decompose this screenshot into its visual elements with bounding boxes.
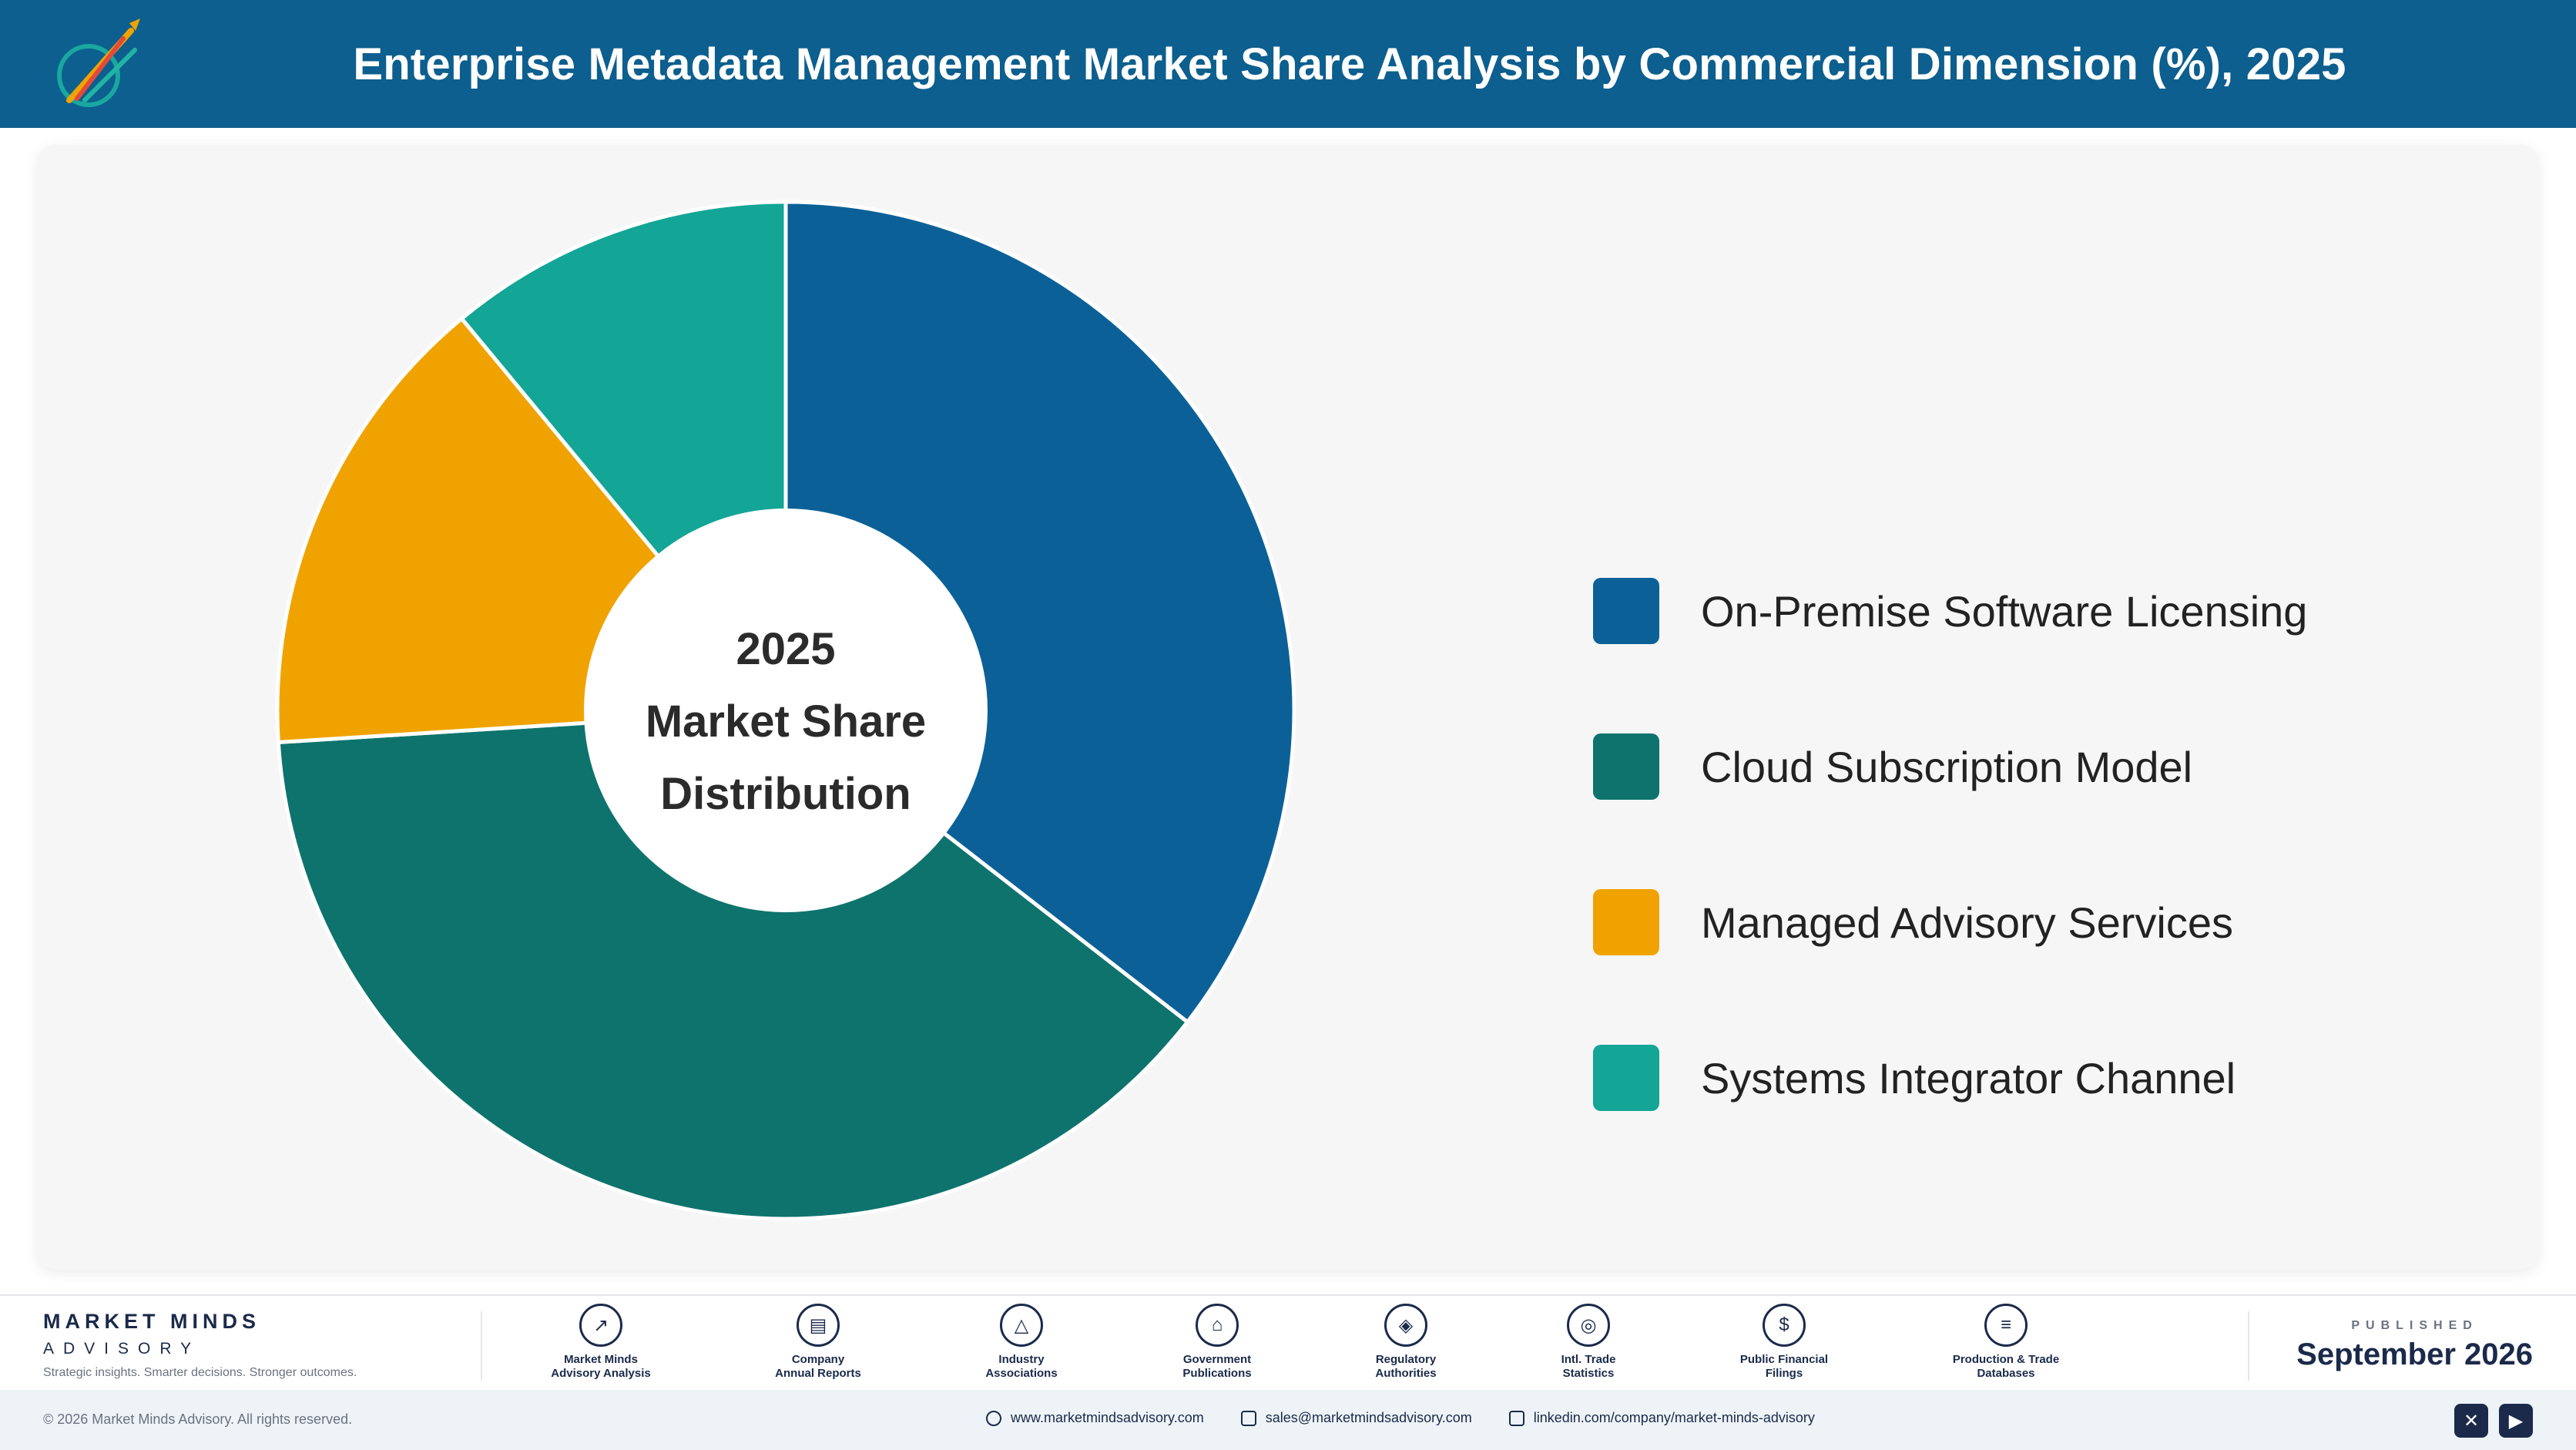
brand-sub: ADVISORY — [43, 1340, 201, 1358]
linkedin-link[interactable]: linkedin.com/company/market-minds-adviso… — [1508, 1410, 1815, 1426]
donut-slice-2 — [276, 708, 1191, 1221]
brand-block: MARKET MINDS ADVISORY Strategic insights… — [43, 1310, 357, 1380]
source-label: Intl. Trade Statistics — [1561, 1353, 1616, 1380]
source-item: ▤ Company Annual Reports — [749, 1304, 887, 1381]
trend-icon: ↗ — [579, 1304, 622, 1347]
center-label-line: 2025 — [736, 624, 835, 674]
legend-item: Managed Advisory Services — [1593, 888, 2233, 957]
government-icon: ⌂ — [1196, 1304, 1239, 1347]
source-label: Government Publications — [1182, 1353, 1252, 1380]
source-label: Industry Associations — [985, 1353, 1058, 1380]
document-icon: ▤ — [797, 1304, 840, 1347]
mail-icon — [1240, 1410, 1256, 1426]
header-bar: Enterprise Metadata Management Market Sh… — [0, 0, 2576, 128]
chart-card: 2025 Market Share Distribution On-Premise … — [37, 145, 2539, 1270]
source-item: ↗ Market Minds Advisory Analysis — [532, 1304, 670, 1381]
source-label: Company Annual Reports — [775, 1353, 861, 1380]
source-label: Market Minds Advisory Analysis — [551, 1353, 651, 1380]
source-item: △ Industry Associations — [952, 1304, 1091, 1381]
legend-item: Systems Integrator Channel — [1593, 1043, 2236, 1113]
youtube-icon[interactable]: ▶ — [2499, 1404, 2533, 1438]
contact-links: www.marketmindsadvisory.com sales@market… — [986, 1410, 1815, 1426]
social-links: ✕ ▶ — [2454, 1404, 2533, 1438]
source-item: ≡ Production & Trade Databases — [1937, 1304, 2075, 1381]
legend-label: Managed Advisory Services — [1701, 898, 2234, 947]
published-block: PUBLISHED September 2026 — [2296, 1319, 2533, 1372]
legend-item: On-Premise Software Licensing — [1593, 576, 2307, 646]
database-icon: ≡ — [1984, 1304, 2028, 1347]
email-text: sales@marketmindsadvisory.com — [1265, 1410, 1472, 1425]
globe-icon: ◎ — [1567, 1304, 1610, 1347]
source-item: ◈ Regulatory Authorities — [1337, 1304, 1475, 1381]
globe-icon — [986, 1410, 1001, 1426]
bottom-bar: © 2026 Market Minds Advisory. All rights… — [0, 1390, 2576, 1450]
shield-icon: ◈ — [1384, 1304, 1427, 1347]
brand-tagline: Strategic insights. Smarter decisions. S… — [43, 1366, 357, 1379]
rocket-logo-icon — [57, 18, 140, 107]
footer-divider — [2248, 1311, 2249, 1381]
brand-name: MARKET MINDS — [43, 1310, 260, 1333]
legend-swatch — [1593, 1045, 1659, 1111]
source-item: ⌂ Government Publications — [1148, 1304, 1286, 1381]
published-label: PUBLISHED — [2351, 1319, 2478, 1332]
donut-hole — [584, 509, 988, 912]
legend-swatch — [1593, 733, 1659, 800]
source-item: $ Public Financial Filings — [1715, 1304, 1853, 1381]
legend-label: Systems Integrator Channel — [1701, 1053, 2236, 1103]
x-icon[interactable]: ✕ — [2454, 1404, 2488, 1438]
footer-divider — [481, 1311, 482, 1381]
legend-label: On-Premise Software Licensing — [1701, 586, 2308, 636]
source-item: ◎ Intl. Trade Statistics — [1519, 1304, 1658, 1381]
source-label: Public Financial Filings — [1739, 1353, 1829, 1380]
donut-slice-1 — [783, 200, 1296, 1025]
published-date: September 2026 — [2296, 1338, 2533, 1371]
center-label-line: Distribution — [660, 769, 911, 819]
legend-swatch — [1593, 889, 1659, 955]
dollar-icon: $ — [1763, 1304, 1806, 1347]
legend-swatch — [1593, 578, 1659, 644]
donut-chart: 2025 Market Share Distribution — [275, 200, 1296, 1221]
legend-item: Cloud Subscription Model — [1593, 732, 2192, 801]
footer: MARKET MINDS ADVISORY Strategic insights… — [0, 1294, 2576, 1390]
email-link[interactable]: sales@marketmindsadvisory.com — [1240, 1410, 1472, 1426]
linkedin-icon — [1508, 1410, 1524, 1426]
copyright-text: © 2026 Market Minds Advisory. All rights… — [43, 1411, 353, 1427]
website-text: www.marketmindsadvisory.com — [1011, 1410, 1204, 1425]
source-label: Production & Trade Databases — [1952, 1353, 2060, 1380]
sources-list: ↗ Market Minds Advisory Analysis ▤ Company … — [539, 1304, 2118, 1388]
network-icon: △ — [1000, 1304, 1043, 1347]
website-link[interactable]: www.marketmindsadvisory.com — [986, 1410, 1204, 1426]
legend-label: Cloud Subscription Model — [1701, 742, 2193, 791]
page-title: Enterprise Metadata Management Market Sh… — [353, 39, 2346, 89]
linkedin-text: linkedin.com/company/market-minds-adviso… — [1533, 1410, 1815, 1425]
source-label: Regulatory Authorities — [1375, 1353, 1437, 1380]
center-label-line: Market Share — [646, 696, 926, 747]
